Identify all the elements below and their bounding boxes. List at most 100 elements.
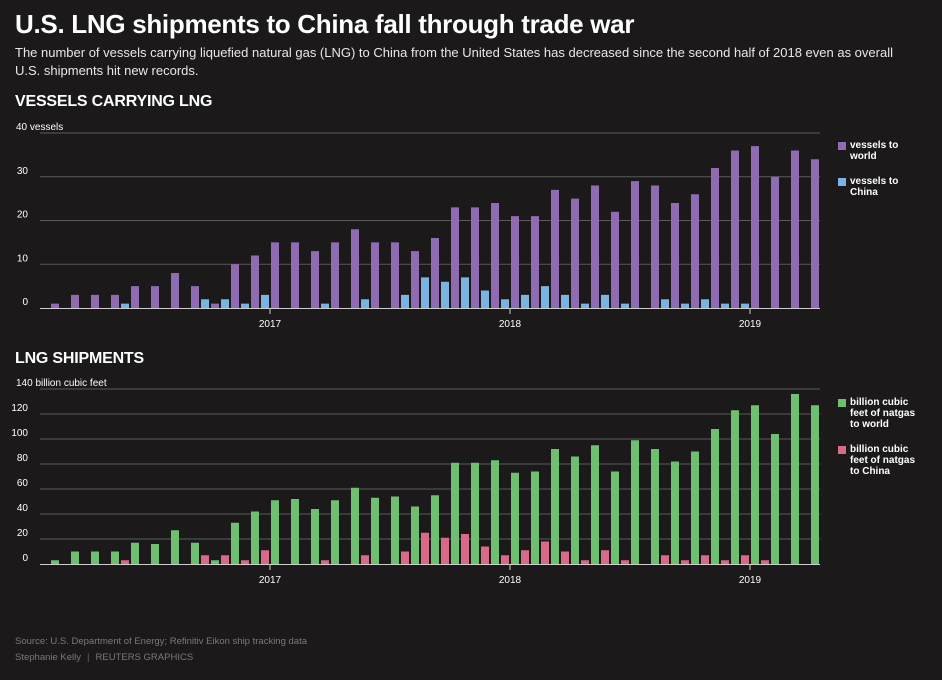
vessels-bar-world [351,229,359,308]
shipments-bar-china [201,555,209,564]
legend-label-vessels-china: vessels to China [850,176,899,198]
shipments-bar-world [651,449,659,564]
vessels-bar-world [231,264,239,308]
vessels-bar-china [661,299,669,308]
vessels-bar-world [151,286,159,308]
vessels-bar-world [571,198,579,308]
vessels-bar-world [751,146,759,308]
shipments-bar-world [191,542,199,564]
vessels-legend: vessels to world vessels to China [838,140,920,212]
vessels-bar-world [211,303,219,308]
shipments-chart: 0 20 40 60 80 100 120 140 billion cubic feet 201… [11,378,820,586]
shipments-bar-world [731,410,739,564]
vessels-bar-china [681,303,689,308]
shipments-bar-world [371,497,379,564]
vessels-bar-world [131,286,139,308]
credit-line: Stephanie Kelly | REUTERS GRAPHICS [15,652,193,663]
shipments-ytick-label: 20 [17,528,29,539]
vessels-bar-china [541,286,549,308]
shipments-xtick-label: 2018 [499,575,522,586]
shipments-bar-world [771,434,779,564]
shipments-bar-world [151,544,159,564]
vessels-xtick-label: 2017 [259,319,282,330]
vessels-bar-world [371,242,379,308]
vessels-xtick-label: 2018 [499,319,522,330]
shipments-bar-world [571,456,579,564]
shipments-bar-world [411,506,419,564]
vessels-section-title: VESSELS CARRYING LNG [15,93,213,110]
legend-item-vessels-world: vessels to world [838,140,920,162]
shipments-bar-world [51,560,59,564]
vessels-bar-china [221,299,229,308]
vessels-bar-world [771,176,779,308]
vessels-bar-china [581,303,589,308]
shipments-bar-world [471,462,479,564]
vessels-bar-world [491,203,499,308]
shipments-ytick-label: 100 [11,428,28,439]
vessels-bar-world [731,150,739,308]
vessels-bar-china [701,299,709,308]
shipments-bar-china [741,555,749,564]
shipments-bar-world [271,500,279,564]
shipments-bar-china [621,560,629,564]
legend-swatch-green [838,399,846,407]
vessels-ytick-label: 0 [22,297,28,308]
legend-item-vessels-china: vessels to China [838,176,920,198]
legend-label-natgas-world: billion cubic feet of natgas to world [850,397,916,430]
shipments-bar-world [611,471,619,564]
vessels-bar-china [461,277,469,308]
vessels-bar-world [331,242,339,308]
vessels-bar-world [171,273,179,308]
vessels-bar-world [511,216,519,308]
vessels-bar-world [651,185,659,308]
shipments-bar-china [421,532,429,564]
vessels-xtick-label: 2019 [739,319,762,330]
shipments-bar-world [751,405,759,564]
vessels-bar-china [401,294,409,308]
shipments-bar-world [591,445,599,564]
shipments-bar-world [491,460,499,564]
shipments-bar-china [241,560,249,564]
vessels-bar-world [791,150,799,308]
shipments-bar-china [721,560,729,564]
shipments-ytick-label: 40 [17,503,29,514]
shipments-bar-world [211,560,219,564]
shipments-bar-world [331,500,339,564]
source-note: Source: U.S. Department of Energy; Refin… [15,636,307,647]
vessels-bar-world [711,168,719,308]
shipments-bar-world [631,440,639,564]
vessels-bar-world [311,251,319,308]
brand-name: REUTERS GRAPHICS [95,652,194,663]
shipments-bar-world [231,522,239,564]
shipments-legend: billion cubic feet of natgas to world bi… [838,397,920,491]
shipments-bar-world [791,394,799,564]
shipments-bar-china [561,551,569,564]
shipments-bar-world [91,551,99,564]
vessels-bar-china [721,303,729,308]
shipments-ytick-label: 0 [22,553,28,564]
vessels-bar-world [71,294,79,308]
shipments-unit-label: 140 billion cubic feet [16,378,107,389]
vessels-bar-world [811,159,819,308]
shipments-bar-world [691,451,699,564]
vessels-bar-world [631,181,639,308]
shipments-bar-china [401,551,409,564]
vessels-bar-china [121,303,129,308]
vessels-bar-world [191,286,199,308]
shipments-bar-china [441,537,449,564]
page-title: U.S. LNG shipments to China fall through… [15,9,635,39]
vessels-bar-world [671,203,679,308]
vessels-bar-world [271,242,279,308]
vessels-bar-world [431,238,439,308]
vessels-bar-china [501,299,509,308]
vessels-bar-world [531,216,539,308]
vessels-bar-world [51,303,59,308]
shipments-bar-world [671,461,679,564]
legend-label-natgas-china: billion cubic feet of natgas to China [850,444,916,477]
shipments-bar-china [121,560,129,564]
shipments-bar-world [111,551,119,564]
vessels-bar-world [391,242,399,308]
shipments-bar-china [221,555,229,564]
shipments-bar-china [521,550,529,564]
shipments-bar-world [311,509,319,564]
